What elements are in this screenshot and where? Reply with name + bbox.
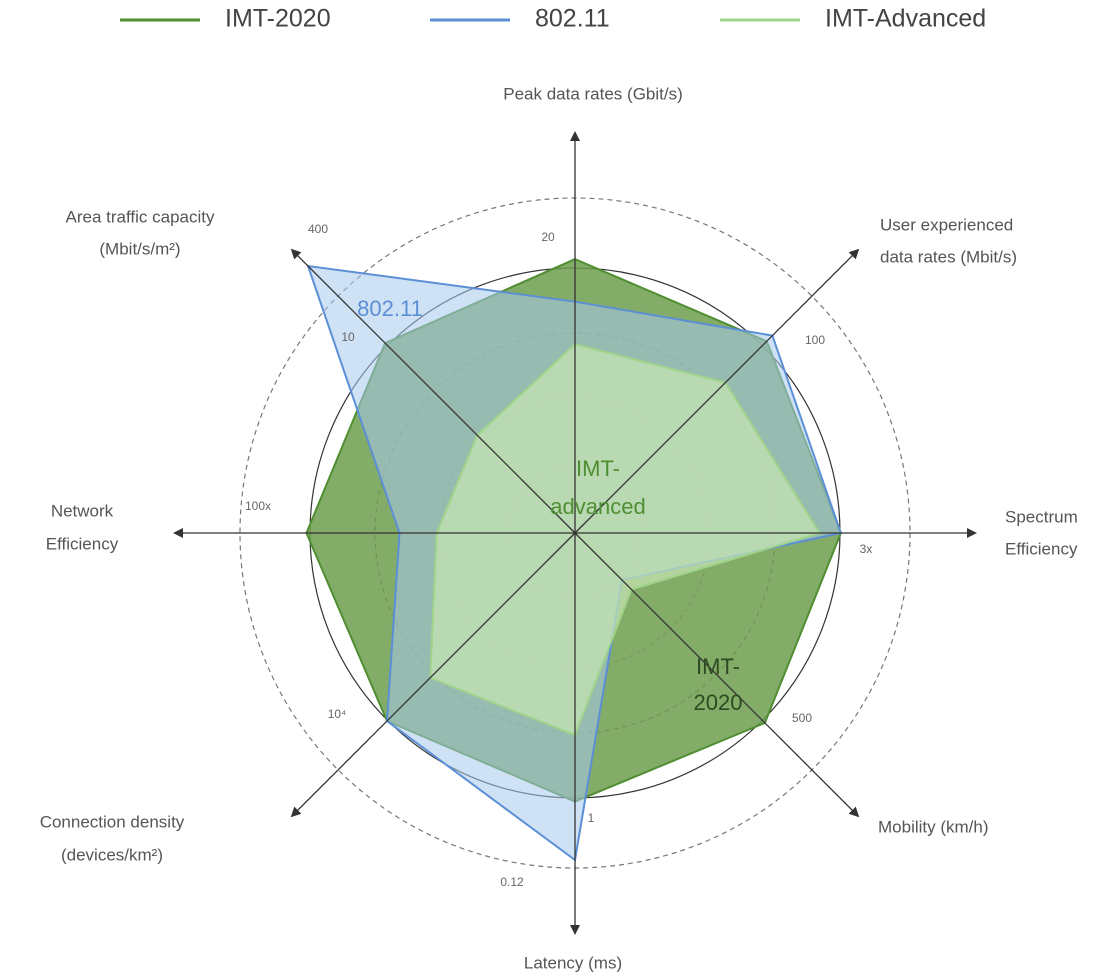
axis-title: Area traffic capacity	[66, 207, 215, 226]
axis-title: User experienced	[880, 215, 1013, 234]
tick-label: 20	[541, 230, 555, 244]
tick-label: 100x	[245, 499, 271, 513]
tick-label: 3x	[860, 542, 873, 556]
annotation: IMT-	[696, 654, 740, 679]
axis-title: Latency (ms)	[524, 953, 622, 972]
annotation: IMT-	[576, 456, 620, 481]
tick-label: 1	[588, 811, 595, 825]
axis-line	[290, 532, 576, 818]
axis-line	[574, 248, 860, 534]
axis-title: data rates (Mbit/s)	[880, 247, 1017, 266]
annotation: 802.11	[357, 296, 423, 321]
axis-line	[574, 532, 860, 818]
axis-title: Network	[51, 501, 114, 520]
axis-title: Connection density	[40, 812, 185, 831]
legend-label: IMT-Advanced	[825, 5, 986, 33]
axis-title: (Mbit/s/m²)	[99, 239, 180, 258]
tick-label: 400	[308, 222, 328, 236]
axis-title: (devices/km²)	[61, 845, 163, 864]
tick-label: 10⁴	[328, 707, 347, 721]
legend-label: IMT-2020	[225, 5, 331, 33]
tick-label: 10	[341, 330, 355, 344]
axis-title: Spectrum	[1005, 507, 1078, 526]
axis-title: Mobility (km/h)	[878, 817, 989, 836]
axis-line	[290, 248, 576, 534]
axis-title: Peak data rates (Gbit/s)	[503, 84, 683, 103]
tick-label: 500	[792, 711, 812, 725]
tick-label: 0.12	[500, 875, 524, 889]
legend-label: 802.11	[535, 5, 610, 33]
annotation: 2020	[694, 690, 743, 715]
axis-title: Efficiency	[1005, 539, 1078, 558]
annotation: advanced	[550, 494, 645, 519]
tick-label: 100	[805, 333, 825, 347]
axis-title: Efficiency	[46, 534, 119, 553]
